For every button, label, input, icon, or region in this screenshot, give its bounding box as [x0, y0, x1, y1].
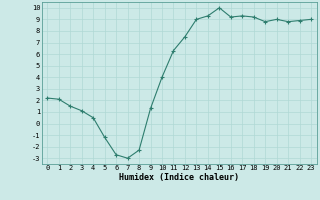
X-axis label: Humidex (Indice chaleur): Humidex (Indice chaleur) — [119, 173, 239, 182]
